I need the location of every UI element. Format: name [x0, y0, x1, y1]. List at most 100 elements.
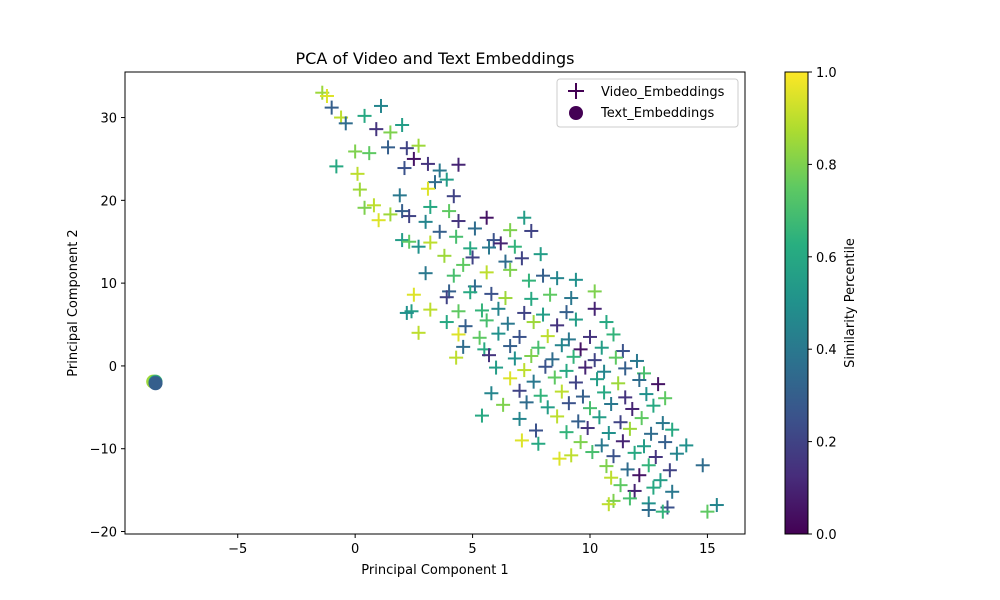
video-embedding-point [406, 287, 421, 302]
video-embedding-point [552, 451, 567, 466]
video-embedding-point [348, 144, 363, 159]
video-embedding-point [411, 325, 426, 340]
video-embedding-point [615, 434, 630, 449]
video-embedding-point [526, 315, 541, 330]
legend-video-label: Video_Embeddings [601, 85, 725, 100]
video-embedding-point [606, 449, 621, 464]
video-embedding-point [350, 166, 365, 181]
x-tick-label: 10 [582, 542, 599, 557]
video-embedding-point [531, 340, 546, 355]
video-embedding-point [594, 340, 609, 355]
video-embedding-point [611, 376, 626, 391]
video-embedding-point [543, 287, 558, 302]
video-embedding-point [463, 285, 478, 300]
video-embedding-point [646, 480, 661, 495]
video-embedding-point [439, 290, 454, 305]
video-embedding-point [648, 450, 663, 464]
video-embedding-point [641, 502, 656, 517]
video-embedding-point [329, 159, 344, 174]
video-embedding-point [575, 389, 590, 404]
y-tick-label: 30 [100, 112, 117, 127]
video-embedding-point [613, 478, 628, 493]
video-embedding-point [658, 391, 673, 406]
colorbar-tick-label: 0.4 [816, 343, 837, 358]
colorbar-tick-label: 0.8 [816, 158, 837, 173]
video-embedding-point [357, 108, 372, 123]
video-embedding-point [467, 221, 482, 236]
video-embedding-point [524, 348, 539, 363]
video-embedding-point [613, 415, 628, 430]
video-embedding-point [486, 233, 501, 248]
colorbar-ticks: 0.0 0.2 0.4 0.6 0.8 1.0 [808, 66, 837, 543]
video-embedding-point [594, 438, 609, 453]
video-embedding-point [402, 234, 417, 249]
video-embedding-point [583, 401, 597, 416]
video-embedding-point [639, 387, 654, 402]
video-embedding-point [632, 468, 647, 483]
video-embedding-point [432, 224, 447, 239]
video-embedding-point [474, 408, 489, 423]
video-embedding-point [352, 182, 367, 197]
video-embedding-point [651, 377, 666, 392]
plot-points [146, 85, 724, 519]
video-embedding-point [446, 189, 461, 204]
video-embedding-point [573, 435, 588, 450]
video-embedding-point [547, 370, 562, 385]
video-embedding-point [512, 411, 527, 426]
video-embedding-point [392, 188, 407, 203]
video-embedding-point [402, 209, 417, 224]
video-embedding-point [395, 233, 410, 248]
video-embedding-point [517, 363, 532, 378]
video-embedding-point [585, 445, 600, 460]
video-embedding-point [665, 484, 680, 499]
video-embedding-point [517, 210, 532, 225]
video-embedding-point [592, 410, 607, 425]
video-embedding-point [700, 504, 715, 519]
video-embedding-point [554, 338, 569, 353]
video-embedding-point [411, 239, 426, 254]
video-embedding-point [507, 239, 522, 254]
video-embedding-point [449, 350, 464, 365]
video-embedding-point [524, 223, 539, 238]
legend-text-label: Text_Embeddings [600, 106, 715, 121]
video-embedding-point [606, 327, 621, 342]
x-tick-label: −5 [228, 542, 247, 557]
video-embedding-point [564, 291, 579, 306]
video-embedding-point [646, 398, 661, 413]
video-embedding-point [571, 414, 586, 429]
x-tick-label: 5 [468, 542, 476, 557]
video-embedding-point [521, 273, 536, 288]
video-embedding-point [526, 374, 541, 389]
colorbar-label: Similarity Percentile [843, 238, 858, 368]
video-embedding-point [463, 241, 478, 256]
video-embedding-point [484, 286, 499, 301]
video-embedding-point [451, 304, 466, 319]
video-embedding-point [479, 265, 494, 280]
video-embedding-point [500, 316, 515, 331]
video-embedding-point [373, 98, 388, 113]
video-embedding-point [564, 448, 579, 463]
video-embedding-point [597, 385, 612, 400]
video-embedding-point [451, 327, 466, 342]
video-embedding-point [536, 307, 551, 322]
video-embedding-point [709, 498, 724, 513]
video-embedding-point [634, 411, 649, 426]
x-tick-label: 0 [351, 542, 359, 557]
legend-box [556, 78, 739, 128]
video-embedding-point [399, 141, 414, 156]
video-embedding-point [498, 291, 513, 306]
video-embedding-point [503, 262, 518, 277]
y-tick-label: −20 [90, 526, 117, 541]
video-embedding-point [491, 301, 506, 316]
chart-title: PCA of Video and Text Embeddings [296, 49, 575, 68]
video-embedding-point [559, 425, 574, 440]
video-embedding-point [338, 116, 353, 131]
video-embedding-point [507, 351, 522, 366]
video-embedding-point [456, 339, 471, 354]
video-embedding-point [503, 371, 518, 386]
colorbar-tick-label: 1.0 [816, 66, 837, 81]
video-embedding-point [442, 204, 457, 219]
video-embedding-point [428, 175, 442, 190]
colorbar-tick-label: 0.6 [816, 251, 837, 266]
